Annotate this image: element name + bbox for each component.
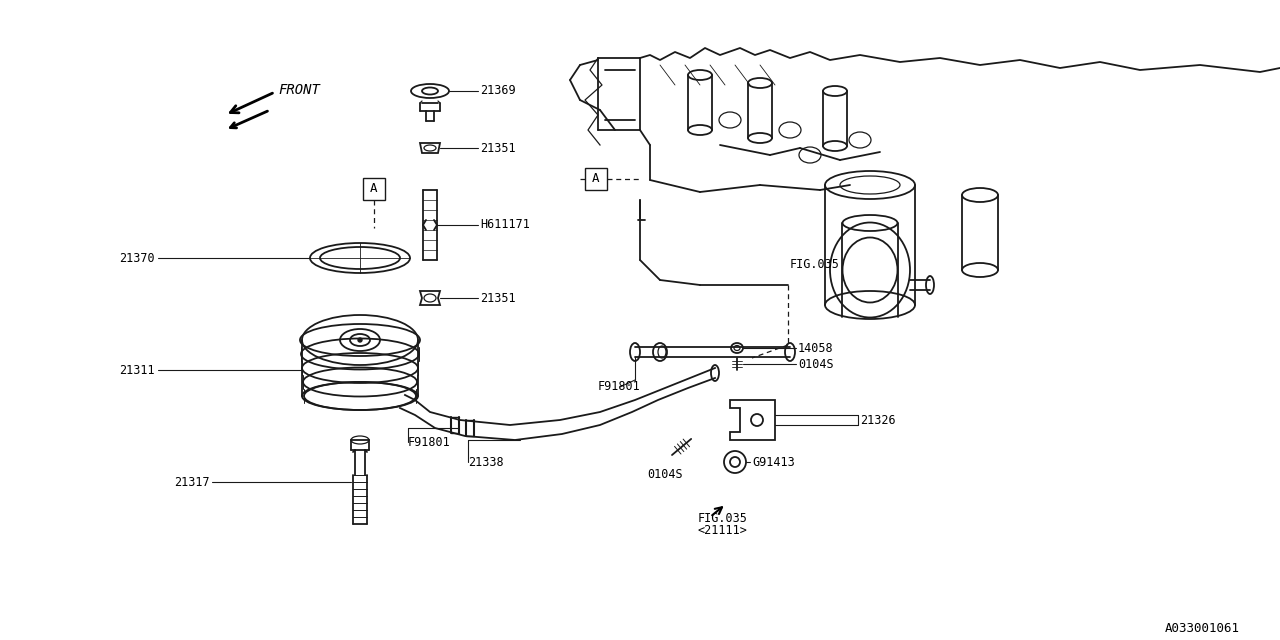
Bar — [585, 168, 607, 190]
Text: <21111>: <21111> — [698, 525, 748, 538]
Text: 14058: 14058 — [797, 342, 833, 355]
Text: 21317: 21317 — [174, 476, 210, 488]
Text: A: A — [370, 182, 378, 195]
Text: 21326: 21326 — [860, 413, 896, 426]
Text: 21370: 21370 — [119, 252, 155, 264]
Text: 21338: 21338 — [468, 456, 503, 468]
Text: 0104S: 0104S — [646, 468, 682, 481]
Text: A: A — [593, 173, 600, 186]
Text: 21369: 21369 — [480, 84, 516, 97]
Bar — [364, 178, 385, 200]
Text: F91801: F91801 — [598, 381, 641, 394]
Text: F91801: F91801 — [408, 435, 451, 449]
Text: FRONT: FRONT — [278, 83, 320, 97]
Text: 21351: 21351 — [480, 291, 516, 305]
Text: 21311: 21311 — [119, 364, 155, 376]
Text: A033001061: A033001061 — [1165, 621, 1240, 634]
Text: H611171: H611171 — [480, 218, 530, 232]
Text: FIG.035: FIG.035 — [698, 513, 748, 525]
Text: FIG.035: FIG.035 — [790, 259, 840, 271]
Text: G91413: G91413 — [753, 456, 795, 468]
Text: 0104S: 0104S — [797, 358, 833, 371]
Circle shape — [358, 338, 362, 342]
Text: 21351: 21351 — [480, 141, 516, 154]
